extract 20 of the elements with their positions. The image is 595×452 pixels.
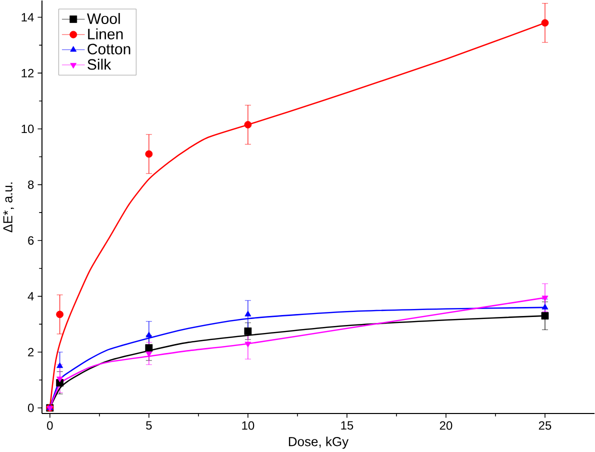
y-tick-label: 10 <box>22 124 34 134</box>
legend-label: Silk <box>88 58 112 70</box>
x-tick-label: 0 <box>47 421 53 430</box>
x-tick-label: 25 <box>538 421 552 430</box>
x-tick-label: 20 <box>440 421 452 430</box>
y-tick-label: 8 <box>28 180 34 189</box>
y-tick-label: 4 <box>28 292 34 300</box>
legend-label: Cotton <box>88 44 130 54</box>
x-axis-title: Dose, kGy <box>288 436 349 449</box>
y-tick-label: 14 <box>22 13 34 22</box>
y-tick-label: 0 <box>28 404 34 412</box>
legend-label: Wool <box>86 12 120 24</box>
y-tick-label: 2 <box>28 348 34 356</box>
x-tick-label: 10 <box>242 421 254 430</box>
y-tick-label: 12 <box>22 68 34 78</box>
legend-label: Linen <box>88 28 123 40</box>
x-tick-label: 15 <box>341 421 354 430</box>
y-tick-label: 6 <box>28 236 34 245</box>
x-tick-label: 5 <box>146 421 152 430</box>
y-axis-title: ΔE*, a.u. <box>3 182 14 232</box>
